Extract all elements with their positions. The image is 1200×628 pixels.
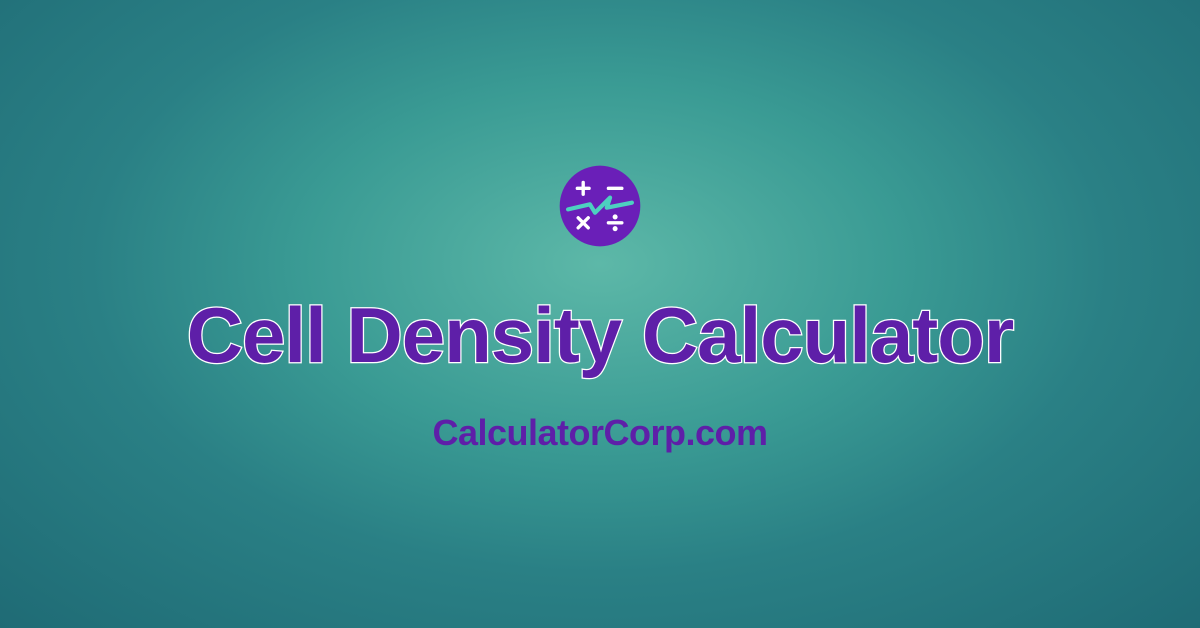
- calculator-icon: [558, 164, 642, 248]
- hero-content: Cell Density Calculator CalculatorCorp.c…: [187, 164, 1014, 454]
- site-name: CalculatorCorp.com: [432, 412, 767, 454]
- page-title: Cell Density Calculator: [187, 296, 1014, 374]
- calculator-logo: [558, 164, 642, 248]
